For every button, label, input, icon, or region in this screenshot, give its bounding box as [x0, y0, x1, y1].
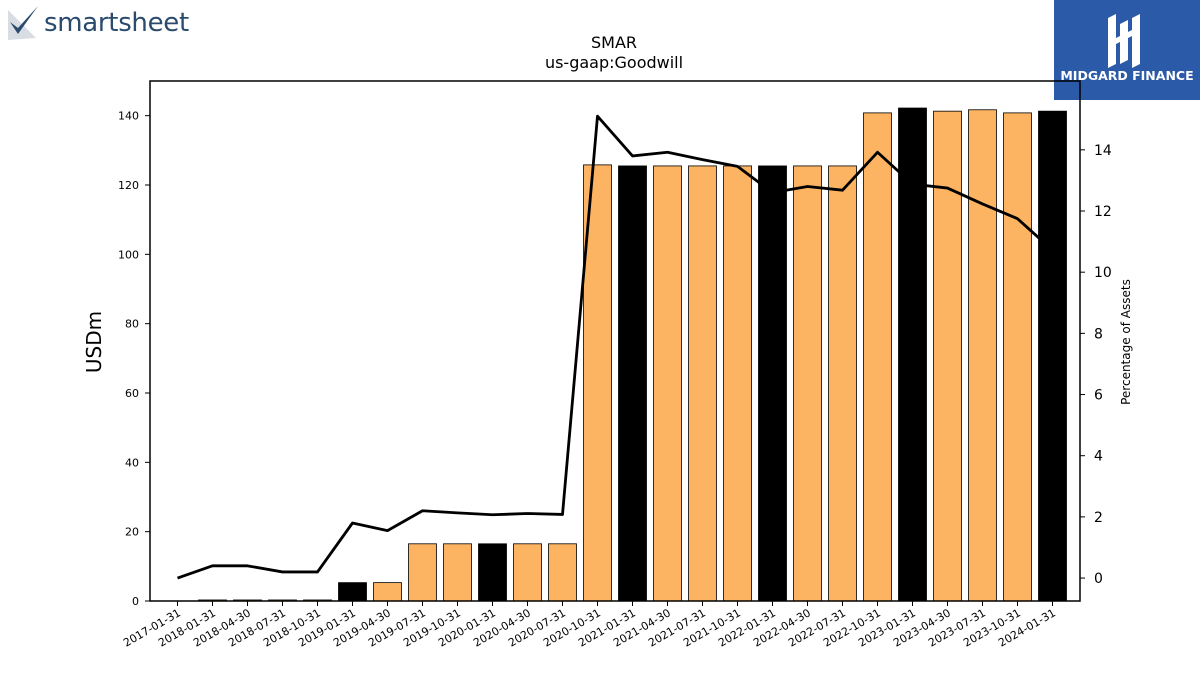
y-tick-label-100: 100	[118, 248, 139, 261]
bar-2022-07-31	[828, 165, 857, 602]
percentage-of-assets-line	[177, 114, 1054, 580]
y-right-tick-label-14: 14	[1094, 143, 1112, 159]
y-tick-label-0: 0	[132, 595, 139, 608]
bar-2021-07-31	[688, 165, 717, 602]
y-right-tick-label-10: 10	[1094, 265, 1112, 281]
checkmark-logo-icon	[8, 6, 38, 40]
y-right-tick-label-6: 6	[1094, 388, 1103, 404]
bar-2019-04-30	[373, 582, 402, 602]
chart-title: SMAR	[591, 33, 637, 52]
bar-2022-10-31	[863, 112, 892, 602]
y-tick-label-80: 80	[125, 318, 139, 331]
bar-2022-04-30	[793, 165, 822, 602]
midgard-finance-logo: MIDGARD FINANCE	[1054, 0, 1200, 100]
y-axis-label: USDm	[82, 311, 106, 373]
bar-2023-07-31	[968, 109, 997, 602]
midgard-emblem-icon	[1108, 14, 1140, 68]
y-tick-label-40: 40	[125, 456, 139, 469]
bar-2021-01-31	[618, 165, 647, 602]
y-right-tick-label-12: 12	[1094, 204, 1112, 220]
y-right-tick-label-4: 4	[1094, 449, 1103, 465]
y-right-tick-label-8: 8	[1094, 326, 1103, 342]
bar-2020-04-30	[513, 543, 542, 602]
y-right-tick-label-0: 0	[1094, 571, 1103, 587]
bar-2021-10-31	[723, 165, 752, 602]
bar-2023-04-30	[933, 110, 962, 602]
plot-frame	[149, 80, 1081, 602]
bar-2021-04-30	[653, 165, 682, 602]
bar-2020-07-31	[548, 543, 577, 602]
y-axis-right-label: Percentage of Assets	[1119, 279, 1133, 405]
chart-subtitle: us-gaap:Goodwill	[545, 53, 683, 72]
right-logo-text: MIDGARD FINANCE	[1060, 68, 1194, 83]
bar-2019-07-31	[408, 543, 437, 602]
bar-2020-01-31	[478, 543, 507, 602]
bar-2022-01-31	[758, 165, 787, 602]
y-tick-label-140: 140	[118, 110, 139, 123]
bar-2023-01-31	[898, 107, 927, 602]
bar-2019-10-31	[443, 543, 472, 602]
y-tick-label-120: 120	[118, 179, 139, 192]
left-logo-text: smartsheet	[44, 8, 189, 38]
y-tick-label-20: 20	[125, 526, 139, 539]
bar-2023-10-31	[1003, 112, 1032, 602]
y-tick-label-60: 60	[125, 387, 139, 400]
y-right-tick-label-2: 2	[1094, 510, 1103, 526]
bar-2024-01-31	[1038, 110, 1067, 602]
smartsheet-logo: smartsheet	[4, 4, 204, 44]
bar-2019-01-31	[338, 582, 367, 602]
